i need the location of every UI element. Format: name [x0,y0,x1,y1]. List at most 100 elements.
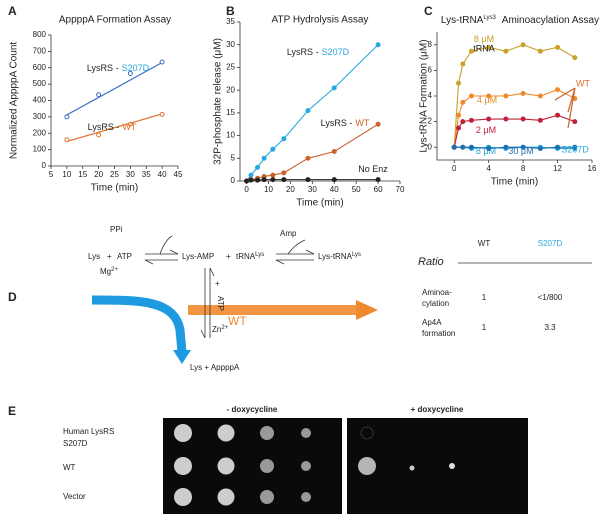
data-point [244,178,250,184]
data-point [520,116,526,122]
chart: Lys-tRNALys3 Aminoacylation Assay Time (mi… [419,15,599,188]
data-point [248,177,254,183]
plate [347,418,528,514]
label-prefix: LysRS - [321,118,353,128]
data-point [468,144,474,150]
label-prefix: LysRS - [88,122,120,132]
data-point [96,92,102,98]
data-point [456,80,462,86]
y-tick-label: 15 [226,108,235,117]
row-label: S207D [63,439,88,448]
y-tick-label: 700 [33,46,47,55]
colony [301,461,311,471]
ratio-table: Ratio WT S207D Aminoa- cylation 1 <1/800… [418,239,592,338]
data-point [555,144,561,150]
y-tick-label: 8 [428,40,433,49]
chart-title: AppppA Formation Assay [59,15,171,26]
phospho-label: P [157,322,164,333]
species: ATP [117,252,132,261]
data-point [460,61,466,67]
data-point [456,112,462,118]
y-tick-label: 400 [33,96,47,105]
data-point [486,145,492,151]
series-label: LysRS - S207D [87,63,150,73]
annotation: WT [576,78,590,88]
species: Lys-tRNA [318,252,353,261]
cell: 3.3 [544,323,556,332]
y-tick-label: 2 [428,117,433,126]
data-point [503,93,509,99]
series-label: 8 μM [474,34,494,44]
y-axis-label: Normalized AppppA Count [9,42,20,160]
data-point [572,55,578,61]
byproduct: PPi [110,225,123,234]
column-header: WT [478,239,491,248]
y-tick-label: 100 [33,145,47,154]
series-label: LysRS - WT [321,118,370,128]
x-tick-label: 10 [62,170,71,179]
data-point [281,170,287,176]
series-line [246,44,379,182]
condition-label: - doxycycline [227,405,278,414]
data-point [270,172,276,178]
panel-label: D [8,290,17,304]
data-point [468,93,474,99]
series-label: 8 μM [476,146,496,156]
annotation: tRNA [473,43,495,53]
x-axis-label: Time (min) [491,177,538,188]
data-point [248,172,254,178]
x-tick-label: 50 [352,185,361,194]
data-point [159,111,165,117]
series-name: 2 μM [476,125,496,135]
data-point [537,93,543,99]
data-point [281,136,287,142]
axis [50,35,178,167]
chart: AppppA Formation Assay Time (min) Normaliz… [9,15,183,194]
data-point [305,177,311,183]
x-tick-label: 30 [308,185,317,194]
colony [217,424,235,442]
x-tick-label: 20 [286,185,295,194]
superscript: 2+ [221,325,228,331]
panel-label: C [424,4,433,18]
superscript: Lys [255,252,264,258]
data-point [64,137,70,143]
series-label: No Enz [358,164,388,174]
species: tRNALys [236,252,264,262]
y-tick-label: 200 [33,128,47,137]
label-prefix: LysRS - [287,47,319,57]
data-point [486,116,492,122]
species: ATP [216,296,225,311]
series-label: LysRS - WT [88,122,137,132]
chart-title: Lys-tRNA [441,15,484,26]
data-point [503,48,509,54]
series-line [453,44,576,148]
row-label: cylation [422,299,449,308]
data-point [486,93,492,99]
species: Lys [88,252,100,261]
series-name: WT [122,122,136,132]
data-point [305,155,311,161]
axis [436,32,592,161]
series-name: 8 μM [474,34,494,44]
colonies [174,424,455,506]
data-point [331,177,337,183]
cofactor: Mg2+ [100,267,118,277]
row-label: Vector [63,492,86,501]
data-point [460,119,466,125]
cell: 1 [482,293,487,302]
y-tick-label: 0 [428,142,433,151]
colony [301,492,311,502]
colony [449,463,455,469]
colony [301,428,311,438]
x-tick-label: 10 [264,185,273,194]
x-tick-label: 20 [94,170,103,179]
chart-title: ATP Hydrolysis Assay [272,15,369,26]
series-label: 4 μM [477,95,497,105]
yeast-panel: - doxycycline + doxycycline Human LysRS … [63,405,528,514]
x-axis-label: Time (min) [91,183,138,194]
x-tick-label: 35 [142,170,151,179]
fit-line [66,61,163,116]
data-point [520,144,526,150]
pathway: P WT Lys + ATP PPi Mg2+ Lys-AMP + tRNALy… [88,225,378,372]
